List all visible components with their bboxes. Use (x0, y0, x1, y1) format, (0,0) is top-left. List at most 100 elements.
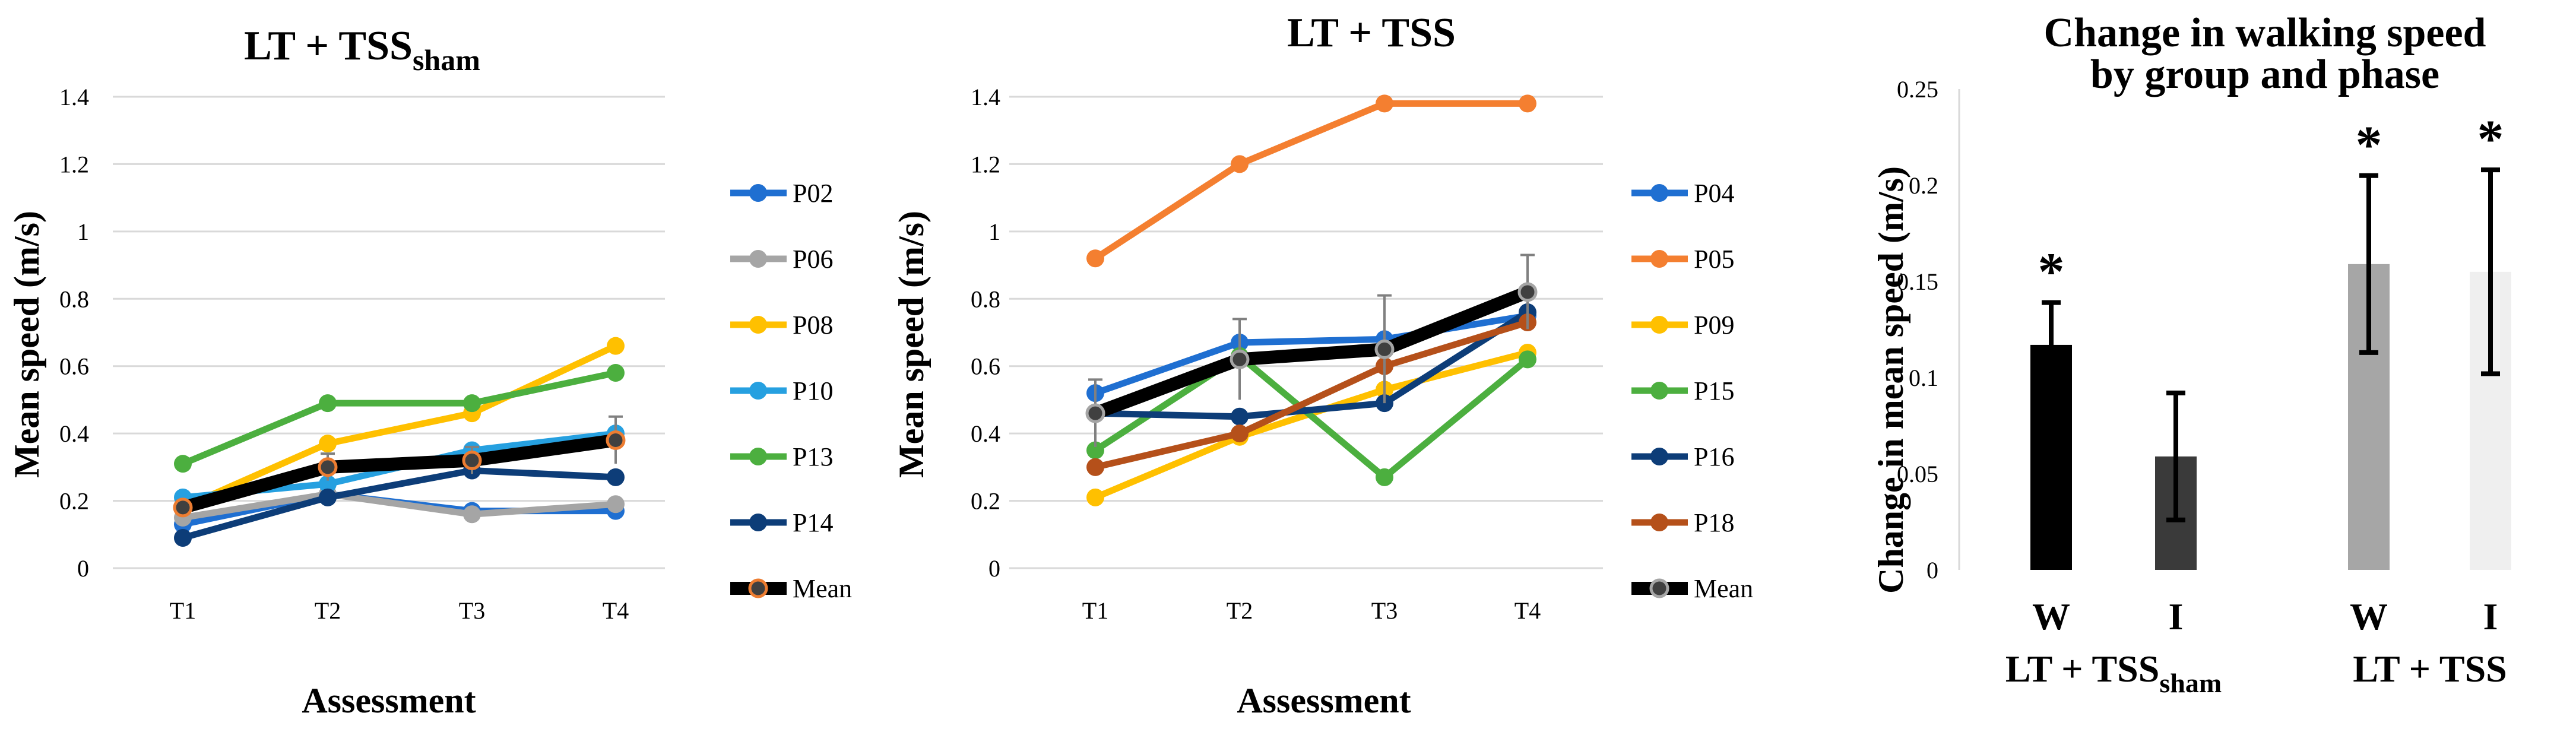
legend-marker (1650, 382, 1668, 400)
y-tick-label: 1.4 (971, 84, 1000, 110)
group-label: LT + TSS (2353, 648, 2507, 690)
data-point-mean (606, 430, 626, 450)
data-point-p05 (1519, 94, 1536, 113)
x-tick-label: T2 (1227, 597, 1253, 624)
y-tick-label: 1.2 (971, 151, 1000, 178)
y-tick-label: 1.4 (59, 84, 89, 110)
chart-title-line2: by group and phase (2090, 52, 2439, 97)
legend-marker (748, 578, 768, 598)
y-tick-labels: 0 0.05 0.1 0.15 0.2 0.25 (1897, 76, 1960, 584)
data-point-mean (462, 451, 482, 471)
data-point-mean (1230, 349, 1250, 369)
group-labels: LT + TSSsham LT + TSS (2005, 648, 2507, 698)
legend-label: Mean (793, 574, 852, 603)
significance-marker: * (2477, 110, 2504, 169)
data-point-mean (1085, 403, 1105, 423)
legend-marker (1650, 448, 1668, 465)
x-axis-title: Assessment (302, 681, 476, 720)
y-tick-label: 0.6 (971, 353, 1000, 380)
data-point-p18 (1231, 424, 1249, 443)
x-axis-title: Assessment (1237, 681, 1411, 720)
legend-label: Mean (1694, 574, 1753, 603)
y-tick-label: 0.6 (59, 353, 89, 380)
y-tick-label: 0.2 (971, 488, 1000, 515)
x-tick-label: T1 (170, 597, 196, 624)
legend-marker (1649, 578, 1669, 598)
legend: P04 P05 P09 P15 P16 P18 Mean (1631, 179, 1753, 603)
bar-chart-change-in-speed: Change in walking speed by group and pha… (1871, 10, 2511, 698)
data-point-p18 (1086, 458, 1104, 476)
y-axis-title: Mean speed (m/s) (7, 211, 46, 478)
data-point-p15 (1086, 441, 1104, 460)
series-line-p05 (1093, 100, 1528, 261)
series-line-p15 (1093, 353, 1530, 481)
legend-marker (749, 250, 767, 268)
series-line-mean (181, 433, 617, 514)
series-line-p14 (182, 467, 616, 541)
data-point-p09 (1086, 488, 1104, 506)
x-tick-label: T3 (1371, 597, 1398, 624)
legend-marker (749, 514, 767, 531)
legend-label: P02 (793, 179, 833, 208)
y-tick-label: 0.8 (971, 286, 1000, 312)
y-tick-label: 0.2 (1909, 172, 1938, 199)
y-tick-label: 0.4 (59, 420, 89, 447)
x-tick-label: T1 (1082, 597, 1108, 624)
x-tick-label: T3 (459, 597, 485, 624)
data-point-p05 (1376, 94, 1393, 113)
data-point-p13 (607, 364, 625, 382)
y-tick-label: 1 (77, 218, 89, 245)
x-tick-label: T4 (1514, 597, 1541, 624)
y-tick-label: 0.2 (59, 488, 89, 515)
data-point-p13 (319, 394, 337, 413)
legend-label: P06 (793, 245, 833, 274)
data-point-p14 (607, 468, 625, 486)
line-chart-lt-tss: LT + TSS 0 0.2 0.4 0.6 0.8 1 1.2 1.4 T1 T2 T3 T4 P… (892, 10, 1753, 720)
data-point-mean (318, 457, 338, 477)
legend-marker (749, 184, 767, 202)
x-tick-labels: T1 T2 T3 T4 (1082, 597, 1541, 624)
x-tick-labels: T1 T2 T3 T4 (170, 597, 629, 624)
significance-marker: * (2356, 116, 2382, 175)
legend-label: P15 (1694, 376, 1734, 405)
series-lines (1085, 94, 1538, 506)
data-point-p06 (463, 505, 481, 524)
data-point-p08 (607, 337, 625, 355)
data-point-p06 (607, 495, 625, 514)
data-point-mean (173, 497, 193, 518)
x-category-label: I (2169, 595, 2184, 638)
legend-label: P05 (1694, 245, 1734, 274)
legend-marker (749, 316, 767, 334)
data-point-p16 (1231, 407, 1249, 426)
series-line-p13 (181, 369, 617, 467)
y-tick-label: 1.2 (59, 151, 89, 178)
data-point-mean (1374, 339, 1395, 359)
series-line-p06 (182, 490, 616, 521)
y-tick-label: 0.1 (1909, 365, 1938, 391)
legend-label: P16 (1694, 442, 1734, 471)
data-point-p14 (174, 528, 192, 547)
legend-label: P10 (793, 376, 833, 405)
legend-marker (1650, 184, 1668, 202)
legend-label: P13 (793, 442, 833, 471)
legend-marker (749, 448, 767, 465)
y-tick-labels: 0 0.2 0.4 0.6 0.8 1 1.2 1.4 (59, 84, 89, 582)
y-tick-label: 0.15 (1897, 268, 1938, 295)
y-axis-title: Mean speed (m/s) (892, 211, 931, 478)
legend-marker (749, 382, 767, 400)
legend-label: P09 (1694, 310, 1734, 340)
data-point-p13 (463, 394, 481, 413)
legend-label: P14 (793, 508, 833, 537)
y-tick-label: 1 (988, 218, 1000, 245)
y-tick-label: 0.25 (1897, 76, 1938, 103)
data-point-p15 (1519, 350, 1536, 369)
y-tick-labels: 0 0.2 0.4 0.6 0.8 1 1.2 1.4 (971, 84, 1000, 582)
chart-title-line1: Change in walking speed (2044, 10, 2486, 56)
y-tick-label: 0 (988, 555, 1000, 582)
y-tick-label: 0.05 (1897, 461, 1938, 487)
y-tick-label: 0 (1927, 557, 1938, 584)
y-tick-label: 0 (77, 555, 89, 582)
significance-marker: * (2038, 243, 2065, 302)
